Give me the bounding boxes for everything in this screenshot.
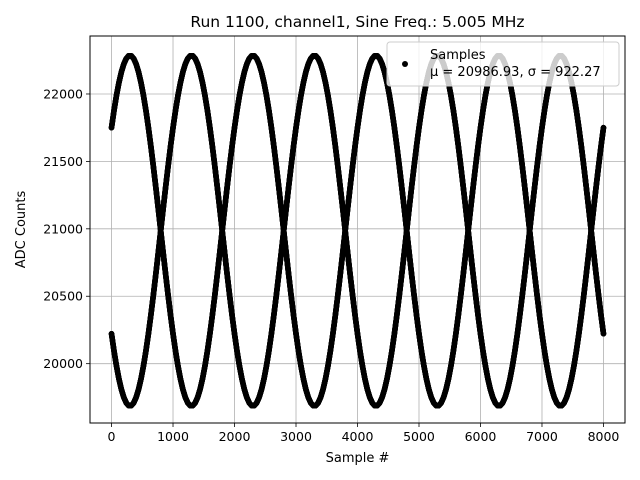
legend-entry-stats: μ = 20986.93, σ = 922.27 [430, 65, 601, 80]
x-axis-title: Sample # [326, 451, 390, 466]
legend-box [386, 41, 620, 87]
sample-trace [108, 53, 607, 409]
y-tick-label: 20000 [43, 356, 83, 371]
legend-marker [402, 61, 408, 67]
y-tick-label: 22000 [43, 86, 83, 101]
x-tick-label: 4000 [342, 429, 374, 444]
x-tick-label: 1000 [157, 429, 189, 444]
legend-entry-samples: Samples [430, 48, 486, 63]
x-tick-label: 6000 [465, 429, 497, 444]
legend: Samples μ = 20986.93, σ = 922.27 [386, 41, 620, 87]
x-tick-label: 8000 [588, 429, 620, 444]
y-tick-label: 20500 [43, 289, 83, 304]
x-tick-label: 2000 [219, 429, 251, 444]
data-points [108, 53, 607, 409]
chart-title: Run 1100, channel1, Sine Freq.: 5.005 MH… [190, 13, 524, 31]
x-tick-label: 3000 [280, 429, 312, 444]
y-axis-title: ADC Counts [14, 191, 29, 269]
x-tick-label: 5000 [403, 429, 435, 444]
y-tick-label: 21000 [43, 221, 83, 236]
x-tick-label: 0 [108, 429, 116, 444]
axis-ticks: 0 1000 2000 3000 4000 5000 6000 7000 8000 20000 20… [43, 86, 619, 444]
y-tick-label: 21500 [43, 154, 83, 169]
sample-trace [108, 53, 607, 409]
x-tick-label: 7000 [526, 429, 558, 444]
